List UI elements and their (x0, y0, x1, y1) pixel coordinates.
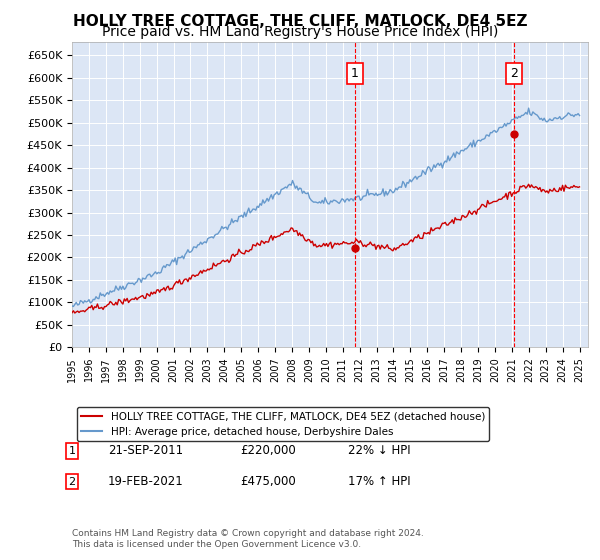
Text: 1: 1 (351, 67, 359, 80)
Text: 17% ↑ HPI: 17% ↑ HPI (348, 475, 410, 488)
Text: £475,000: £475,000 (240, 475, 296, 488)
Text: Price paid vs. HM Land Registry's House Price Index (HPI): Price paid vs. HM Land Registry's House … (102, 25, 498, 39)
Text: 21-SEP-2011: 21-SEP-2011 (108, 444, 183, 458)
Text: 1: 1 (68, 446, 76, 456)
Text: Contains HM Land Registry data © Crown copyright and database right 2024.
This d: Contains HM Land Registry data © Crown c… (72, 529, 424, 549)
Text: 22% ↓ HPI: 22% ↓ HPI (348, 444, 410, 458)
Text: 2: 2 (68, 477, 76, 487)
Text: 19-FEB-2021: 19-FEB-2021 (108, 475, 184, 488)
Legend: HOLLY TREE COTTAGE, THE CLIFF, MATLOCK, DE4 5EZ (detached house), HPI: Average p: HOLLY TREE COTTAGE, THE CLIFF, MATLOCK, … (77, 407, 489, 441)
Text: HOLLY TREE COTTAGE, THE CLIFF, MATLOCK, DE4 5EZ: HOLLY TREE COTTAGE, THE CLIFF, MATLOCK, … (73, 14, 527, 29)
Text: 2: 2 (510, 67, 518, 80)
Text: £220,000: £220,000 (240, 444, 296, 458)
